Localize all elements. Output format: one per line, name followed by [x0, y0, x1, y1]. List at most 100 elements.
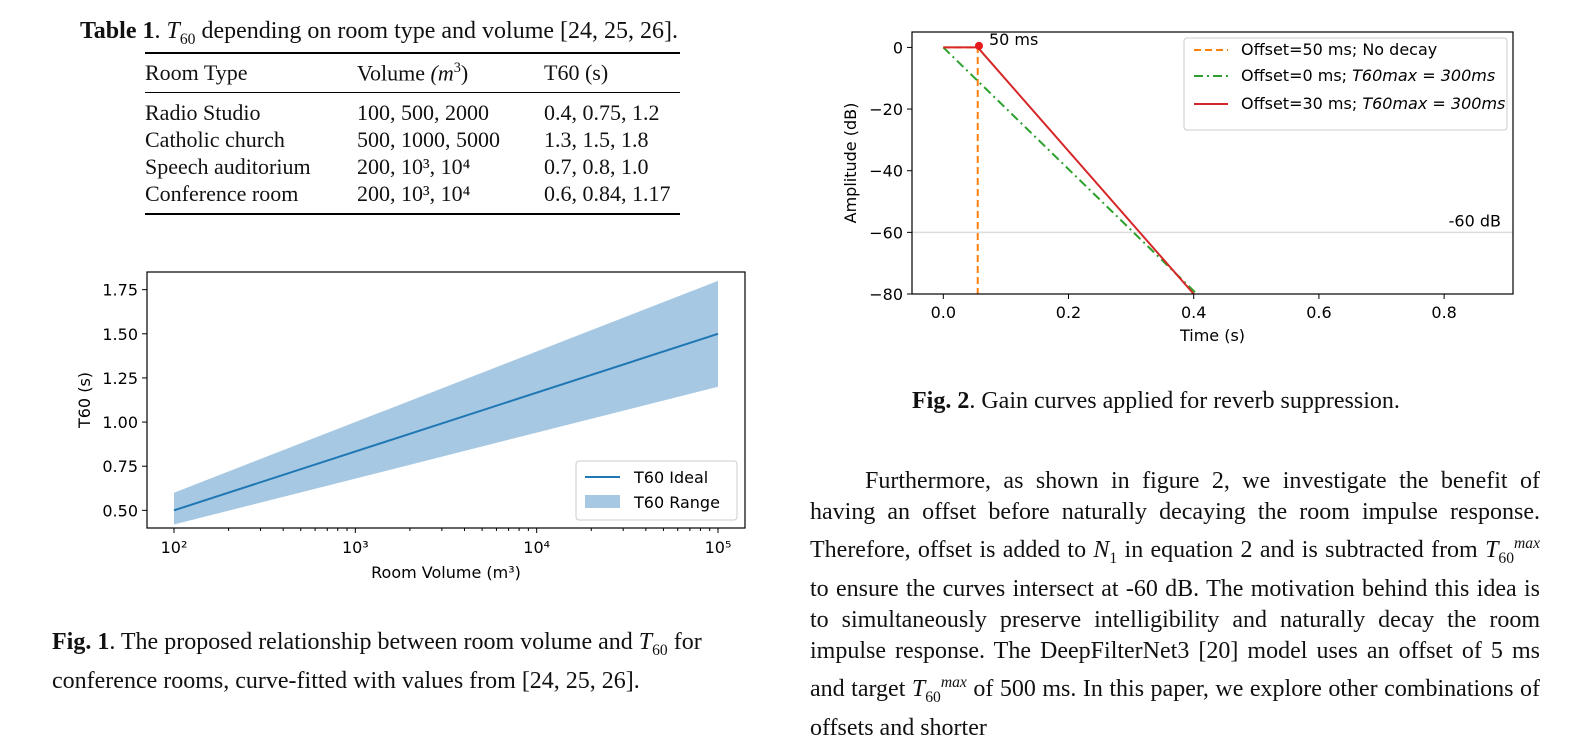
x-tick-label: 0.6: [1306, 303, 1331, 322]
y-tick-label: 0.50: [102, 501, 138, 520]
paragraph-n1-sub: 1: [1109, 549, 1118, 567]
x-tick-label: 0.4: [1181, 303, 1206, 322]
table-row: Catholic church 500, 1000, 5000 1.3, 1.5…: [145, 126, 680, 153]
legend-label-text: Offset=50 ms; No decay: [1241, 40, 1437, 59]
table-caption-text: depending on room type and volume [24, 2…: [195, 18, 679, 44]
legend-swatch-range: [585, 495, 620, 508]
table-caption: Table 1. T60 depending on room type and …: [80, 18, 678, 49]
legend-label-range: T60 Range: [633, 493, 720, 512]
cell-t60: 0.6, 0.84, 1.17: [544, 180, 680, 216]
legend-label-math: T60max = 300ms: [1362, 94, 1505, 113]
fig1-caption-text-b: for conference rooms, curve-fitted with …: [52, 629, 702, 694]
paragraph-t60-sup: max: [1514, 535, 1540, 552]
x-tick-label: 10²: [161, 538, 188, 557]
x-tick-label: 10⁵: [705, 538, 732, 557]
y-tick-label: −20: [869, 100, 903, 119]
cell-volume: 200, 10³, 10⁴: [357, 180, 544, 216]
y-tick-label: 1.00: [102, 413, 138, 432]
x-tick-label: 10⁴: [523, 538, 550, 557]
y-tick-label: 0: [893, 38, 903, 57]
fig1-caption: Fig. 1. The proposed relationship betwee…: [52, 627, 792, 696]
cell-volume: 100, 500, 2000: [357, 100, 489, 126]
header-volume: Volume (m3): [357, 52, 544, 94]
cell-room: Speech auditorium: [145, 154, 311, 180]
paragraph-t60-b: T: [911, 675, 926, 702]
paragraph-t60-b-sup: max: [940, 673, 967, 691]
y-axis-label: T60 (s): [75, 372, 94, 429]
legend-label-1: Offset=0 ms; T60max = 300ms: [1241, 66, 1495, 85]
fig1-caption-symbol: T: [638, 629, 653, 655]
cell-t60: 0.7, 0.8, 1.0: [544, 154, 649, 180]
annotation-marker: [974, 41, 983, 50]
y-tick-label: −60: [869, 223, 903, 242]
table-row: Radio Studio 100, 500, 2000 0.4, 0.75, 1…: [145, 93, 680, 127]
legend-label-2: Offset=30 ms; T60max = 300ms: [1241, 94, 1505, 113]
t60-table: Room Type Volume (m3) T60 (s) Radio Stud…: [145, 52, 680, 216]
body-paragraph: Furthermore, as shown in figure 2, we in…: [810, 466, 1540, 744]
table-header-row: Room Type Volume (m3) T60 (s): [145, 52, 680, 94]
table-caption-symbol-sub: 60: [179, 30, 196, 48]
fig2-caption-label: Fig. 2: [912, 388, 970, 414]
cell-t60: 0.4, 0.75, 1.2: [544, 100, 660, 126]
fig2-axes-frame: [911, 31, 1514, 295]
y-tick-label: −40: [869, 162, 903, 181]
fig1-caption-label: Fig. 1: [52, 629, 110, 655]
x-tick-label: 0.0: [931, 303, 956, 322]
fig2-caption-text: . Gain curves applied for reverb suppres…: [969, 388, 1400, 414]
fig1-chart: 0.50 0.75 1.00 1.25 1.50 1.75 10² 10³ 10⁴ 10⁵ Room…: [75, 271, 746, 582]
x-tick-label: 10³: [342, 538, 369, 557]
paragraph-t60: T: [1485, 537, 1499, 563]
fig1-axes-frame: [146, 271, 746, 529]
fig2-legend: Offset=50 ms; No decay Offset=0 ms; T60ma…: [1183, 37, 1508, 131]
cell-t60: 1.3, 1.5, 1.8: [544, 127, 649, 153]
y-tick-label: 1.50: [102, 325, 138, 344]
legend-label-0: Offset=50 ms; No decay: [1241, 40, 1437, 59]
header-room-type: Room Type: [145, 52, 357, 94]
fig1-caption-symbol-sub: 60: [652, 641, 668, 659]
cell-volume: 500, 1000, 5000: [357, 127, 500, 153]
table-caption-symbol: T: [166, 18, 180, 44]
table-caption-period: .: [154, 18, 167, 44]
paragraph-t60-sub: 60: [1498, 549, 1515, 567]
fig2-caption: Fig. 2. Gain curves applied for reverb s…: [912, 388, 1400, 415]
legend-label-ideal: T60 Ideal: [633, 468, 708, 487]
y-tick-label: −80: [869, 285, 903, 304]
table-caption-label: Table 1: [80, 18, 155, 44]
fig2-chart: -60 dB 50 ms 0.0 0.2 0.4 0.6 0.8 0 −20 −40 −60 −80 T…: [841, 30, 1514, 345]
cell-room: Catholic church: [145, 127, 285, 153]
paragraph-part-1: Furthermore, as shown in figure 2, we in…: [810, 468, 1540, 563]
header-volume-label: Volume: [357, 60, 426, 86]
range-band: [174, 280, 718, 525]
table-row: Speech auditorium 200, 10³, 10⁴ 0.7, 0.8…: [145, 153, 680, 180]
fig2-legend-box: [1183, 37, 1508, 131]
y-tick-label: 1.75: [102, 281, 138, 300]
x-axis-label: Room Volume (m³): [371, 563, 521, 582]
cell-room: Radio Studio: [145, 100, 261, 126]
curve-0: [943, 46, 979, 294]
y-tick-label: 0.75: [102, 457, 138, 476]
x-tick-label: 0.2: [1056, 303, 1081, 322]
legend-label-text: Offset=0 ms;: [1241, 66, 1352, 85]
minus-60db-label: -60 dB: [1449, 211, 1501, 230]
y-axis-label: Amplitude (dB): [841, 103, 860, 224]
legend-label-text: Offset=30 ms;: [1241, 94, 1362, 113]
x-axis-label: Time (s): [1179, 326, 1245, 345]
paragraph-t60-b-sub: 60: [925, 688, 941, 706]
annotation-label: 50 ms: [989, 30, 1038, 49]
header-t60: T60 (s): [544, 52, 680, 94]
fig1-caption-text-a: . The proposed relationship between room…: [109, 629, 639, 655]
header-volume-unit: (m: [430, 60, 454, 86]
x-tick-label: 0.8: [1431, 303, 1456, 322]
y-tick-label: 1.25: [102, 369, 138, 388]
header-volume-unit-close: ): [460, 60, 469, 86]
paragraph-n1: N: [1093, 537, 1110, 563]
curve-1: [942, 46, 1198, 295]
paragraph-part-2: in equation 2 and is subtracted from: [1117, 537, 1486, 563]
paragraph-part-3: to ensure the curves intersect at -60 dB…: [810, 575, 1540, 702]
legend-label-math: T60max = 300ms: [1352, 66, 1495, 85]
cell-volume: 200, 10³, 10⁴: [357, 154, 471, 180]
header-volume-unit-sup: 3: [453, 60, 461, 76]
table-row: Conference room 200, 10³, 10⁴ 0.6, 0.84,…: [145, 180, 680, 216]
fig1-legend: T60 Ideal T60 Range: [575, 460, 738, 521]
cell-room: Conference room: [145, 180, 357, 216]
